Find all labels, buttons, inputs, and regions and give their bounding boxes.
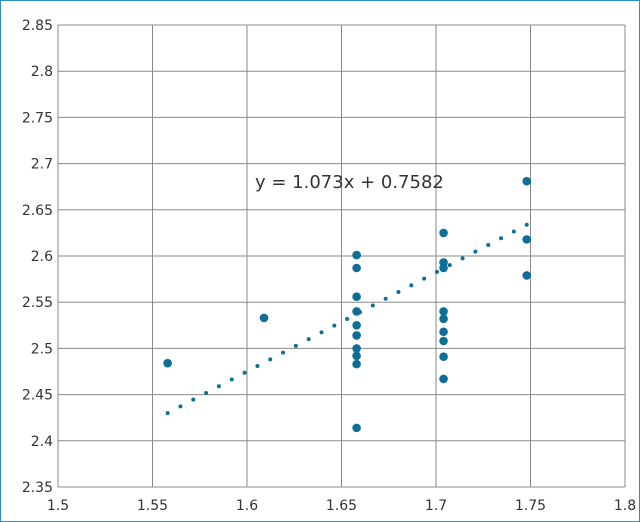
- trendline-dot: [229, 377, 234, 382]
- trendline-dot: [204, 390, 209, 395]
- x-tick-label: 1.75: [515, 498, 546, 514]
- trendline-equation: y = 1.073x + 0.7582: [255, 172, 444, 193]
- data-point: [352, 292, 361, 301]
- x-tick-label: 1.65: [326, 498, 357, 514]
- y-tick-label: 2.55: [22, 295, 53, 311]
- trendline-dot: [460, 256, 465, 261]
- trendline-dot: [268, 357, 273, 362]
- y-tick-label: 2.6: [31, 249, 53, 265]
- data-point: [439, 327, 448, 337]
- trendline-dot: [447, 263, 452, 268]
- y-tick-label: 2.45: [22, 388, 53, 404]
- data-point: [352, 359, 361, 369]
- data-point: [439, 228, 448, 238]
- data-point: [259, 313, 269, 323]
- trendline: [165, 222, 529, 416]
- x-tick-label: 1.7: [425, 498, 447, 514]
- y-tick-label: 2.85: [22, 18, 53, 34]
- y-tick-label: 2.7: [31, 157, 53, 173]
- data-point: [352, 250, 361, 260]
- trendline-dot: [306, 337, 311, 342]
- trendline-dot: [242, 370, 247, 375]
- trendline-dot: [178, 404, 183, 409]
- data-point: [163, 358, 172, 368]
- trendline-dot: [409, 283, 414, 288]
- y-tick-label: 2.35: [22, 480, 53, 496]
- y-tick-label: 2.65: [22, 203, 53, 219]
- x-tick-label: 1.5: [47, 498, 69, 514]
- trendline-dot: [281, 350, 286, 355]
- y-tick-label: 2.4: [31, 434, 53, 450]
- trendline-dot: [396, 290, 401, 295]
- trendline-dot: [370, 303, 375, 308]
- data-point: [439, 352, 448, 362]
- trendline-dot: [434, 269, 439, 274]
- data-point: [522, 235, 532, 244]
- trendline-dot: [191, 397, 196, 402]
- trendline-dot: [319, 330, 324, 335]
- data-point: [352, 321, 361, 330]
- x-tick-label: 1.8: [614, 498, 636, 514]
- data-point: [352, 344, 361, 353]
- y-tick-label: 2.75: [22, 110, 53, 126]
- trendline-dot: [216, 384, 221, 389]
- data-point: [352, 351, 361, 361]
- trendline-dot: [345, 316, 350, 321]
- trendline-dot: [422, 276, 427, 281]
- trendline-dot: [332, 323, 337, 328]
- x-tick-label: 1.55: [137, 498, 168, 514]
- trendline-dot: [511, 229, 516, 234]
- data-point: [439, 258, 448, 267]
- data-point: [352, 263, 361, 273]
- y-axis-ticks: 2.35 2.4 2.45 2.5 2.55 2.6 2.65 2.7 2.75 2.8 2.85: [22, 18, 53, 496]
- trendline-dot: [499, 236, 504, 241]
- data-point: [522, 176, 532, 186]
- trendline-dot: [165, 411, 170, 416]
- data-point: [439, 374, 448, 384]
- trendline-dot: [383, 296, 388, 301]
- trendline-dot: [524, 222, 529, 227]
- trendline-dot: [255, 364, 260, 369]
- grid-lines: [57, 24, 626, 488]
- data-point: [522, 271, 532, 280]
- trendline-dot: [486, 242, 491, 247]
- data-point: [439, 336, 448, 346]
- data-point: [352, 331, 361, 340]
- y-tick-label: 2.5: [31, 341, 53, 357]
- data-point: [352, 307, 361, 316]
- data-points: [163, 176, 532, 433]
- x-tick-label: 1.6: [236, 498, 258, 514]
- y-tick-label: 2.8: [31, 64, 53, 80]
- data-point: [439, 314, 448, 324]
- data-point: [352, 423, 361, 433]
- x-axis-ticks: 1.5 1.55 1.6 1.65 1.7 1.75 1.8: [47, 498, 636, 514]
- trendline-dot: [473, 249, 478, 254]
- data-point: [439, 307, 448, 316]
- trendline-dot: [293, 343, 298, 348]
